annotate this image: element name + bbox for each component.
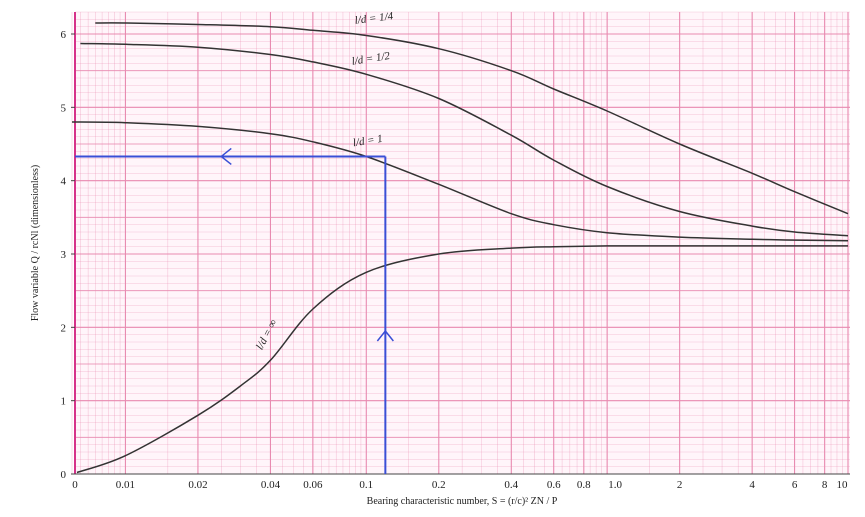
y-tick-label: 1 xyxy=(61,396,67,408)
x-tick-label: 0.4 xyxy=(504,479,518,491)
axes xyxy=(74,12,850,475)
x-tick-labels: 0 0.01 0.02 0.04 0.06 0.1 0.2 0.4 0.6 0.8 1.0 2 4 6 8 1… xyxy=(72,479,848,491)
guide-arrow-up xyxy=(376,329,394,342)
curve-line xyxy=(80,42,849,237)
x-tick-label: 1.0 xyxy=(608,479,622,491)
y-axis-title: Flow variable Q / rcNl (dimensionless) xyxy=(30,165,41,321)
x-tick-label: 0.01 xyxy=(116,479,135,491)
y-tick-label: 5 xyxy=(61,102,67,114)
y-tick-label: 3 xyxy=(61,249,67,261)
curve-label: l/d = 1 xyxy=(352,133,384,150)
x-axis-title: Bearing characteristic number, S = (r/c)… xyxy=(367,496,558,507)
x-tick-label: 0.6 xyxy=(547,479,561,491)
y-tick-label: 4 xyxy=(61,176,67,188)
x-tick-label: 10 xyxy=(837,479,849,491)
x-tick-label: 8 xyxy=(822,479,828,491)
plot-background xyxy=(75,12,850,474)
y-tick-label: 2 xyxy=(61,322,67,334)
x-tick-label: 0.2 xyxy=(432,479,446,491)
x-tick-label: 0 xyxy=(72,479,78,491)
curves xyxy=(71,22,849,474)
y-tick-label: 6 xyxy=(61,29,67,41)
reading-guides xyxy=(75,147,394,474)
curve-line xyxy=(95,22,849,215)
curve-line xyxy=(76,245,848,474)
x-tick-label: 0.06 xyxy=(303,479,323,491)
curve-label: l/d = 1/4 xyxy=(354,10,394,27)
x-tick-label: 2 xyxy=(677,479,683,491)
x-tick-label: 0.04 xyxy=(261,479,281,491)
y-tick-label: 0 xyxy=(61,469,67,481)
guide-arrow-left xyxy=(220,147,232,166)
x-tick-label: 6 xyxy=(792,479,798,491)
curve-line xyxy=(71,121,849,242)
y-tick-labels: 0 1 2 3 4 5 6 xyxy=(61,29,75,481)
x-tick-label: 0.1 xyxy=(359,479,373,491)
x-tick-label: 0.02 xyxy=(188,479,207,491)
x-tick-label: 4 xyxy=(749,479,755,491)
x-tick-label: 0.8 xyxy=(577,479,591,491)
